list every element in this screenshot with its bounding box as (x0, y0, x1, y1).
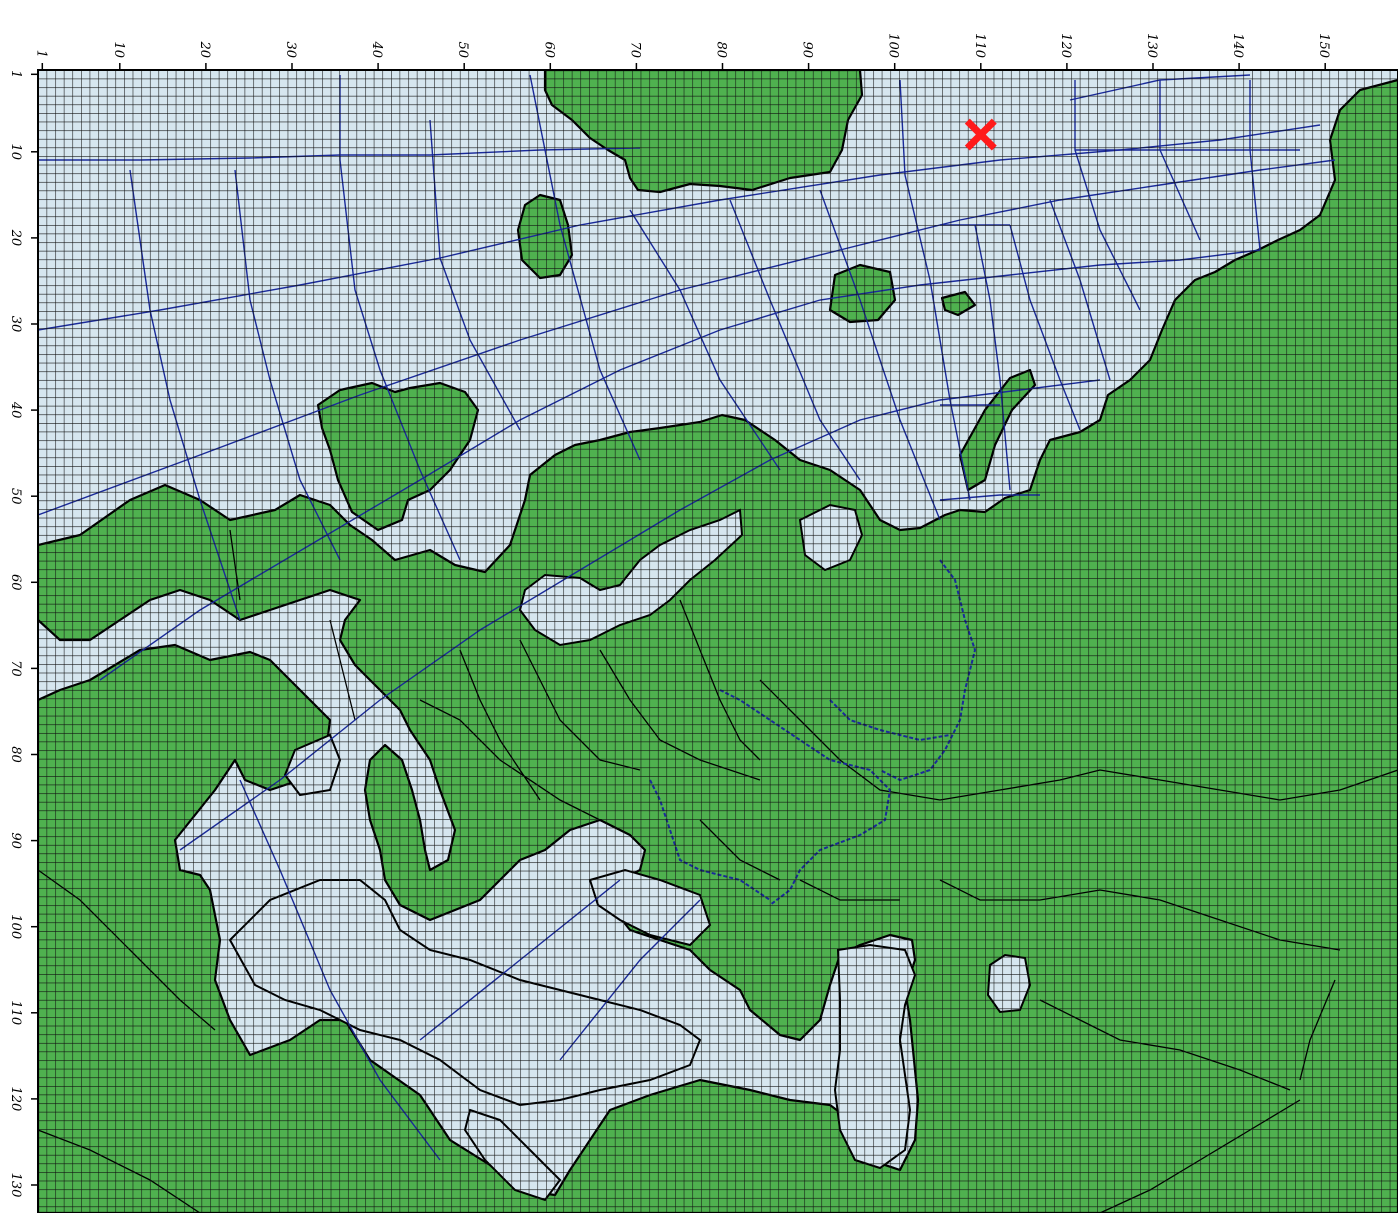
left-axis-tick-label: 70 (8, 660, 23, 677)
left-axis-tick-label: 10 (8, 144, 23, 161)
top-axis-tick-label: 80 (713, 41, 728, 58)
left-axis-tick-label: 50 (8, 488, 23, 505)
top-axis: 1 10 20 30 40 50 60 70 80 90 100 110 120 130 140 150 (33, 33, 1331, 70)
left-axis-tick-label: 1 (8, 70, 23, 78)
top-axis-tick-label: 20 (197, 40, 212, 58)
top-axis-tick-label: 100 (886, 33, 901, 58)
left-axis-tick-label: 60 (8, 574, 23, 591)
top-axis-tick-label: 70 (627, 41, 642, 58)
marker-stroke (964, 118, 997, 151)
top-axis-tick-label: 1 (33, 50, 48, 58)
top-axis-tick-label: 140 (1230, 33, 1245, 58)
top-axis-tick-label: 30 (283, 41, 298, 58)
top-axis-tick-label: 120 (1058, 33, 1073, 58)
grid-overlay (38, 70, 1398, 1213)
top-axis-tick-label: 90 (800, 41, 815, 58)
top-axis-tick-label: 150 (1316, 33, 1331, 58)
left-axis-tick-label: 120 (8, 1086, 23, 1111)
top-axis-tick-label: 110 (972, 33, 987, 58)
top-axis-tick-label: 10 (111, 41, 126, 58)
x-mark-icon (964, 118, 997, 151)
top-axis-tick-label: 130 (1144, 33, 1159, 58)
left-axis-tick-label: 80 (8, 746, 23, 763)
left-axis-tick-label: 90 (8, 832, 23, 849)
left-axis-tick-label: 110 (8, 1000, 23, 1025)
left-axis-tick-label: 130 (8, 1173, 23, 1198)
top-axis-tick-label: 50 (455, 41, 470, 58)
left-axis-tick-label: 40 (8, 401, 23, 419)
top-axis-tick-label: 40 (369, 40, 384, 58)
left-axis-tick-label: 20 (8, 229, 23, 247)
top-axis-tick-label: 60 (541, 41, 556, 58)
left-axis-tick-label: 30 (8, 316, 23, 333)
left-axis-tick-label: 100 (8, 914, 23, 939)
